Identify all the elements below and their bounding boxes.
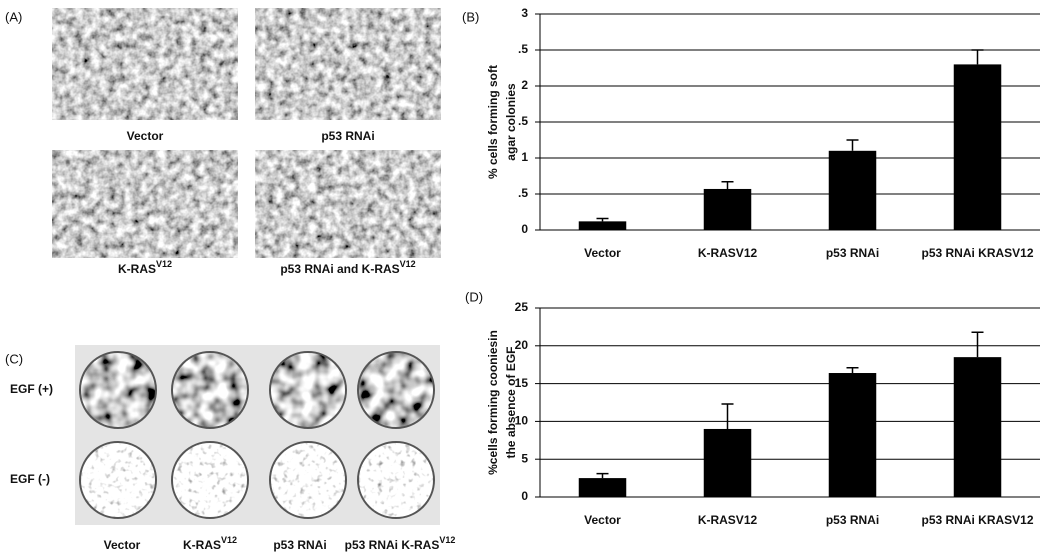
y-tick-label: 5 [521, 451, 528, 465]
plate [358, 352, 434, 428]
plate [80, 442, 156, 518]
error-bar [971, 49, 984, 65]
x-tick-label: p53 RNAi KRASV12 [921, 513, 1033, 527]
bar [828, 150, 877, 230]
x-tick-label: Vector [584, 246, 621, 260]
plate [172, 442, 248, 518]
y-tick-label: 2 [521, 78, 528, 92]
caption: K-RASV12 [118, 259, 172, 276]
error-bar [596, 217, 609, 222]
plates [79, 351, 435, 519]
caption: p53 RNAi and K-RASV12 [280, 259, 415, 276]
y-tick-label: 10 [515, 414, 529, 428]
bar [578, 478, 627, 497]
row-label: EGF (-) [10, 472, 50, 486]
y-tick-label: 20 [515, 338, 529, 352]
bar [578, 221, 627, 230]
column-label: Vector [104, 538, 141, 552]
column-label: p53 RNAi [273, 538, 326, 552]
x-tick-label: K-RASV12 [698, 513, 758, 527]
panel-label: (B) [462, 9, 479, 24]
plate [80, 352, 156, 428]
bar [953, 64, 1002, 231]
y-tick-label: 1 [521, 150, 528, 164]
plate [270, 442, 346, 518]
plate [358, 442, 434, 518]
micrograph [52, 150, 238, 258]
plate [172, 352, 248, 428]
y-axis-label: % cells forming soft [486, 65, 500, 179]
y-tick-label: .5 [518, 186, 528, 200]
bar [953, 357, 1002, 497]
y-axis-label: the absence of EGF [504, 346, 518, 458]
y-tick-label: 15 [515, 376, 529, 390]
micrograph [255, 8, 441, 120]
plate [270, 352, 346, 428]
bar [703, 188, 752, 230]
y-axis-label: %cells forming cooniesin [486, 330, 500, 475]
error-bar [721, 403, 734, 429]
panel-label: (C) [5, 351, 23, 366]
y-tick-label: .5 [518, 114, 528, 128]
panel-label: (D) [465, 289, 483, 304]
y-tick-label: 0 [521, 489, 528, 503]
caption: Vector [127, 129, 164, 143]
x-tick-label: p53 RNAi [826, 246, 879, 260]
column-label: p53 RNAi K-RASV12 [345, 535, 456, 552]
micrograph [52, 8, 238, 120]
error-bar [721, 181, 734, 189]
x-tick-label: K-RASV12 [698, 246, 758, 260]
x-tick-label: Vector [584, 513, 621, 527]
y-tick-label: 3 [521, 6, 528, 20]
error-bar [846, 366, 859, 374]
error-bar [596, 472, 609, 479]
y-axis-label: agar colonies [504, 83, 518, 161]
row-label: EGF (+) [10, 382, 53, 396]
panel-label: (A) [5, 9, 22, 24]
bar [703, 428, 752, 497]
y-tick-label: 0 [521, 222, 528, 236]
error-bar [846, 139, 859, 151]
column-label: K-RASV12 [183, 535, 237, 552]
micrograph [255, 150, 441, 258]
x-tick-label: p53 RNAi [826, 513, 879, 527]
x-tick-label: p53 RNAi KRASV12 [921, 246, 1033, 260]
error-bar [971, 331, 984, 358]
bar [828, 373, 877, 497]
y-tick-label: .5 [518, 42, 528, 56]
y-tick-label: 25 [515, 300, 529, 314]
caption: p53 RNAi [321, 129, 374, 143]
